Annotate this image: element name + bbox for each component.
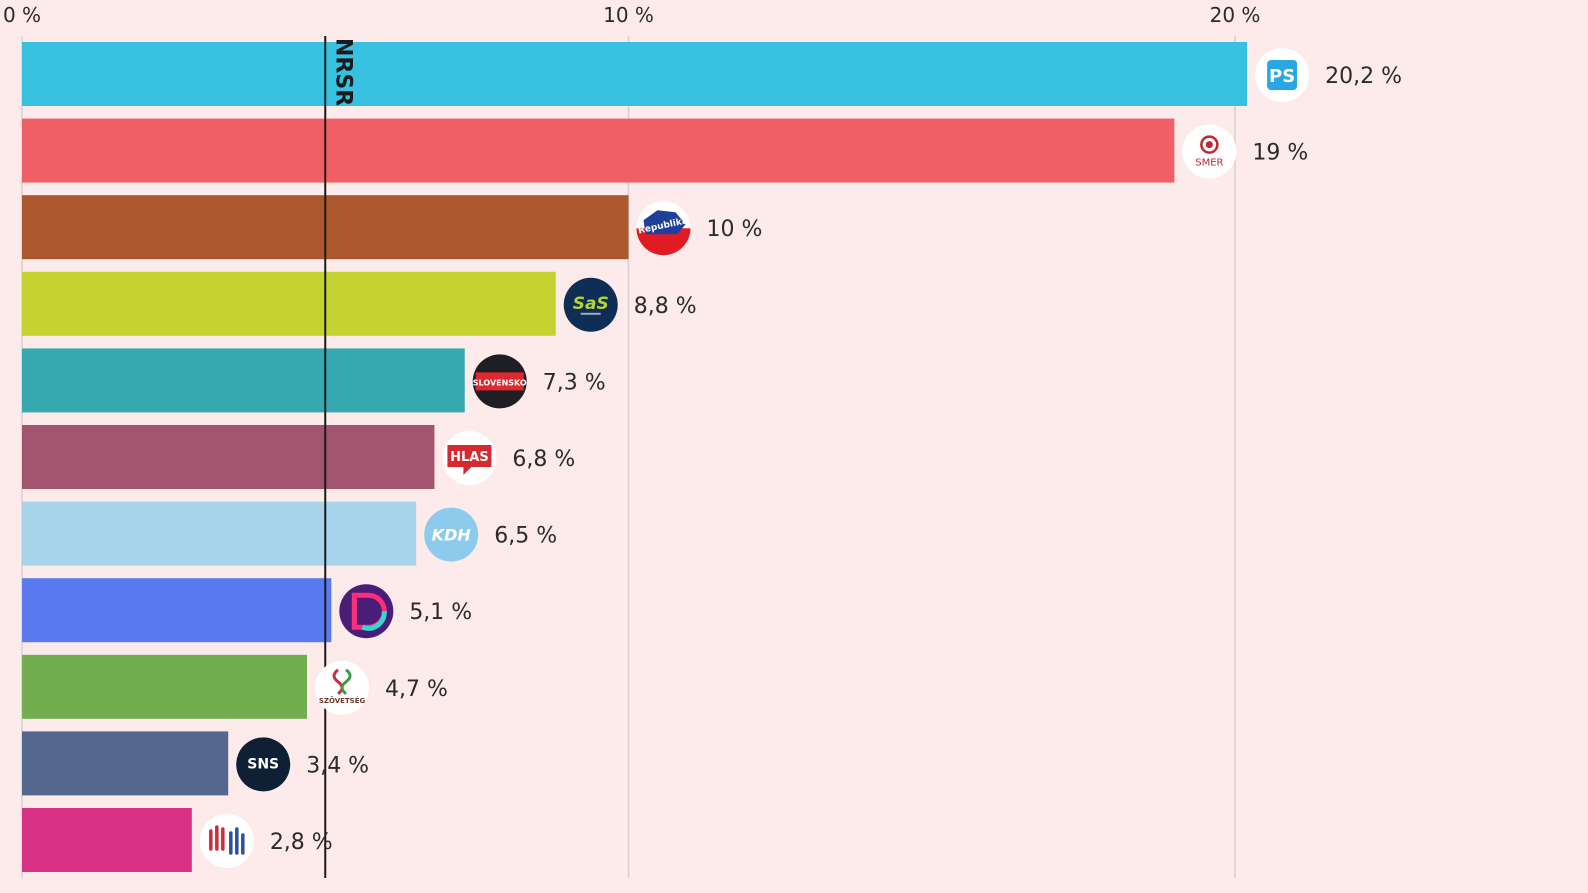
logo-text: SZÖVETSÉG — [319, 696, 366, 705]
bar-sas — [22, 271, 556, 336]
logo-text: SMER — [1195, 158, 1223, 169]
republika-logo-icon: Republika — [636, 201, 691, 256]
hlas-logo-icon: HLAS — [442, 431, 497, 485]
logo-text: KDH — [432, 526, 472, 545]
slovensko-banner — [475, 372, 524, 391]
sns-logo-icon: SNS — [236, 737, 291, 792]
hnutie-slovensko-logo-icon: SLOVENSKO — [472, 354, 527, 409]
value-label: 10 % — [707, 217, 763, 242]
hand-blue — [229, 827, 245, 855]
ps-logo-icon: PS — [1255, 48, 1310, 102]
republika-red-half — [636, 228, 691, 256]
bar-hnutie-slovensko — [22, 348, 465, 413]
bar-ps — [22, 42, 1248, 106]
value-label: 6,8 % — [512, 447, 575, 472]
value-label: 4,7 % — [385, 677, 448, 702]
speech-bubble — [447, 445, 492, 475]
bar-hlas — [22, 425, 435, 489]
x-tick-label: 0 % — [3, 3, 41, 27]
bar-demokrati — [22, 578, 332, 643]
bar-sns — [22, 731, 229, 796]
logo-text: HLAS — [450, 450, 489, 465]
logo-badge — [199, 814, 254, 868]
kdh-logo-icon: KDH — [424, 507, 479, 562]
sas-subtitle — [580, 312, 601, 315]
bar-kdh — [22, 501, 417, 566]
szovetseg-swirl — [340, 668, 352, 695]
demokrati-logo-icon — [339, 584, 394, 639]
x-tick-label: 20 % — [1210, 3, 1261, 27]
value-label: 8,8 % — [634, 294, 697, 319]
d-accent — [361, 611, 387, 631]
rose-center — [1205, 141, 1213, 149]
logo-text: SNS — [247, 756, 279, 772]
szovetseg-logo-icon: SZÖVETSÉG — [315, 660, 370, 715]
logo-badge — [236, 737, 291, 792]
logo-text: PS — [1269, 66, 1295, 87]
logo-badge — [424, 507, 479, 562]
hand-red — [209, 825, 225, 851]
bar-modrí — [22, 808, 192, 872]
smer-rose-logo-icon: SMER — [1182, 124, 1237, 179]
value-label: 19 % — [1252, 141, 1308, 166]
bar-szövetség — [22, 654, 308, 719]
hands-logo-icon — [199, 814, 254, 868]
ps-square — [1267, 60, 1298, 90]
slovakia-shape — [643, 210, 686, 235]
value-label: 5,1 % — [409, 600, 472, 625]
threshold-label: NRSR — [330, 38, 355, 106]
value-label: 20,2 % — [1325, 64, 1402, 89]
value-label: 6,5 % — [494, 524, 557, 549]
logo-badge — [563, 277, 618, 332]
value-label: 2,8 % — [270, 830, 333, 855]
rose-shape — [1200, 135, 1219, 154]
value-label: 3,4 % — [306, 753, 369, 778]
logo-text: SLOVENSKO — [473, 378, 527, 387]
value-label: 7,3 % — [543, 370, 606, 395]
x-tick-label: 10 % — [603, 3, 654, 27]
bar-smer — [22, 118, 1175, 183]
logo-text: SaS — [573, 294, 609, 314]
sas-logo-icon: SaS — [563, 277, 618, 332]
